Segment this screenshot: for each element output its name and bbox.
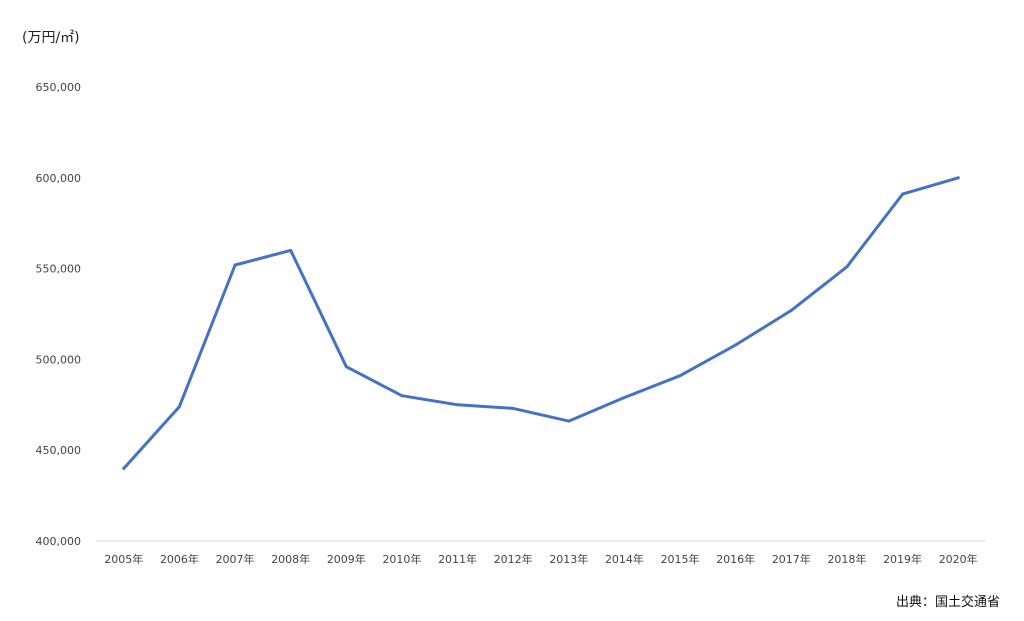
data-point (789, 308, 793, 312)
y-tick-label: 400,000 (36, 535, 82, 548)
x-tick-label: 2009年 (327, 552, 366, 566)
x-tick-label: 2012年 (494, 552, 533, 566)
y-tick-label: 550,000 (36, 263, 82, 276)
x-tick-label: 2011年 (438, 552, 477, 566)
data-point (400, 394, 404, 398)
x-tick-label: 2006年 (160, 552, 199, 566)
data-point (734, 343, 738, 347)
x-axis-tick-labels: 2005年 2006年 2007年 2008年 2009年 2010年 2011年 2012年… (104, 552, 977, 566)
y-axis-unit-label: (万円/㎡) (22, 30, 80, 46)
x-tick-label: 2019年 (883, 552, 922, 566)
source-note: 出典：国土交通省 (896, 594, 1000, 610)
data-point (177, 405, 181, 409)
data-point (901, 192, 905, 196)
x-tick-label: 2013年 (549, 552, 588, 566)
x-tick-label: 2014年 (605, 552, 644, 566)
x-tick-label: 2016年 (716, 552, 755, 566)
data-point (678, 374, 682, 378)
data-point (511, 406, 515, 410)
data-point (344, 365, 348, 369)
x-tick-label: 2020年 (939, 552, 978, 566)
y-tick-label: 500,000 (36, 353, 82, 366)
series-line (122, 176, 960, 470)
x-tick-label: 2015年 (661, 552, 700, 566)
x-tick-label: 2018年 (827, 552, 866, 566)
data-point (122, 466, 126, 470)
x-tick-label: 2017年 (772, 552, 811, 566)
x-tick-label: 2010年 (382, 552, 421, 566)
series-layer (122, 176, 960, 470)
data-point (622, 396, 626, 400)
x-tick-label: 2005年 (104, 552, 143, 566)
y-tick-label: 650,000 (36, 81, 82, 94)
y-tick-label: 450,000 (36, 444, 82, 457)
x-tick-label: 2007年 (216, 552, 255, 566)
data-point (456, 403, 460, 407)
data-point (567, 419, 571, 423)
data-point (956, 176, 960, 180)
y-tick-label: 600,000 (36, 172, 82, 185)
data-point (289, 248, 293, 252)
x-tick-label: 2008年 (271, 552, 310, 566)
y-axis-tick-labels: 400,000 450,000 500,000 550,000 600,000 650,0… (36, 81, 82, 548)
data-point (233, 263, 237, 267)
data-point (845, 265, 849, 269)
